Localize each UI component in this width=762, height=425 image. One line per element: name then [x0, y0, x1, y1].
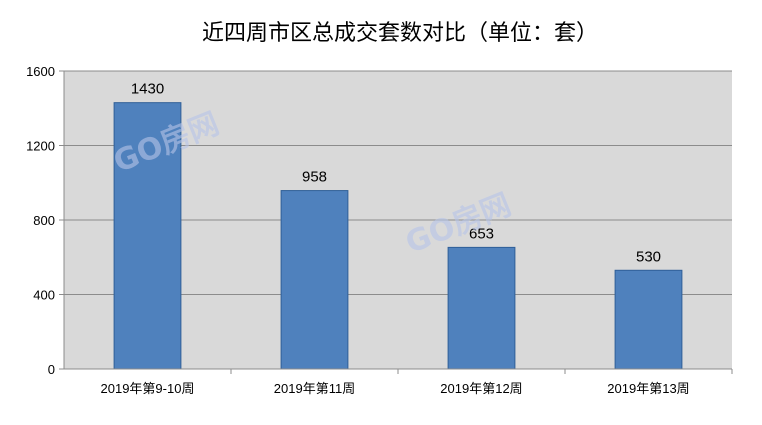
- bar: [614, 269, 683, 370]
- chart-title: 近四周市区总成交套数对比（单位：套）: [202, 21, 598, 46]
- x-axis-ticks: 2019年第9-10周 2019年第11周 2019年第12周 2019年第13周: [101, 369, 733, 396]
- bar: [447, 246, 516, 370]
- bar: [280, 190, 349, 370]
- x-tick-label: 2019年第13周: [607, 381, 689, 396]
- data-label: 530: [636, 248, 661, 265]
- x-tick-label: 2019年第12周: [440, 381, 522, 396]
- bar: [113, 102, 182, 370]
- data-label: 653: [469, 225, 494, 242]
- data-label: 1430: [131, 81, 164, 98]
- y-tick-label: 800: [33, 213, 55, 228]
- y-tick-label: 1200: [26, 139, 55, 154]
- y-tick-label: 400: [33, 288, 55, 303]
- bars: [113, 102, 683, 370]
- data-label: 958: [302, 169, 327, 186]
- x-tick-label: 2019年第11周: [274, 381, 355, 396]
- y-tick-label: 1600: [26, 64, 55, 79]
- y-axis-ticks: 0 400 800 1200 1600: [26, 64, 64, 377]
- data-labels: 1430 958 653 530: [131, 81, 661, 266]
- x-tick-label: 2019年第9-10周: [101, 381, 195, 396]
- y-tick-label: 0: [48, 362, 55, 377]
